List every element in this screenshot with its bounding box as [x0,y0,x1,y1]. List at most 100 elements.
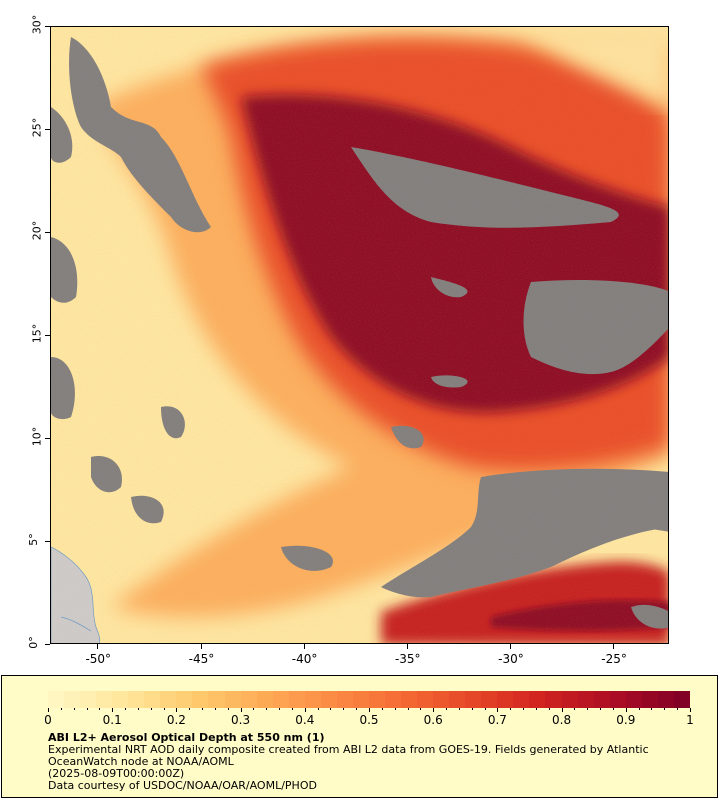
colorbar-tick-mark [99,708,100,710]
colorbar-tick-mark [651,708,652,710]
colorbar-segment [160,691,177,708]
colorbar-segment [625,691,642,708]
latitude-tick-mark [45,541,50,542]
colorbar-segment [417,691,434,708]
colorbar-tick-mark [459,708,460,710]
legend-description-line2: OceanWatch node at NOAA/AOML [48,755,234,768]
colorbar-segment [176,691,193,708]
colorbar-tick-mark [202,708,203,710]
colorbar-segment [368,691,385,708]
longitude-tick-label: -25° [601,652,627,666]
colorbar-tick-mark [690,708,691,712]
colorbar-tick-mark [266,708,267,710]
colorbar-tick-mark [485,708,486,710]
colorbar-tick-mark [433,708,434,712]
colorbar-tick-mark [562,708,563,712]
colorbar-tick-mark [497,708,498,712]
colorbar-tick-label: 0.1 [102,713,122,727]
colorbar-tick-label: 0.2 [166,713,186,727]
colorbar-tick-mark [253,708,254,710]
latitude-tick-mark [45,26,50,27]
colorbar-tick-mark [215,708,216,710]
colorbar-tick-mark [510,708,511,710]
colorbar-segment [593,691,610,708]
colorbar-tick-label: 0.3 [231,713,251,727]
colorbar-tick-mark [587,708,588,710]
colorbar-tick-label: 1 [686,713,694,727]
colorbar-tick-mark [189,708,190,710]
colorbar-tick-mark [87,708,88,710]
colorbar-segment [561,691,578,708]
colorbar-segment [352,691,369,708]
colorbar-tick-mark [138,708,139,710]
latitude-tick-mark [45,129,50,130]
colorbar-tick-mark [472,708,473,710]
colorbar-segment [529,691,546,708]
longitude-tick-mark [304,644,305,649]
colorbar-segment [48,691,65,708]
colorbar-tick-mark [330,708,331,710]
legend-title: ABI L2+ Aerosol Optical Depth at 550 nm … [48,731,325,744]
colorbar-segment [96,691,113,708]
colorbar-segment [609,691,626,708]
longitude-tick-label: -50° [85,652,112,666]
colorbar-segment [641,691,658,708]
colorbar-segment [481,691,498,708]
latitude-tick-label: 10° [30,426,44,447]
colorbar-tick-mark [639,708,640,710]
latitude-tick-label: 30° [30,14,44,35]
colorbar-segment [144,691,161,708]
aod-colorbar [48,691,690,708]
colorbar-tick-mark [549,708,550,710]
aod-map [50,26,669,644]
colorbar-tick-mark [164,708,165,710]
colorbar-tick-mark [343,708,344,710]
colorbar-segment [240,691,257,708]
latitude-tick-label: 5° [26,533,40,546]
colorbar-tick-label: 0.6 [423,713,443,727]
colorbar-tick-mark [125,708,126,710]
longitude-tick-mark [613,644,614,649]
latitude-tick-mark [45,335,50,336]
colorbar-segment [673,691,690,708]
aod-map-image [51,27,668,643]
colorbar-segment [513,691,530,708]
longitude-tick-mark [510,644,511,649]
colorbar-tick-mark [292,708,293,710]
colorbar-tick-mark [241,708,242,712]
colorbar-tick-label: 0.4 [295,713,315,727]
colorbar-tick-mark [664,708,665,710]
latitude-tick-label: 15° [30,323,44,344]
colorbar-segment [192,691,209,708]
colorbar-segment [577,691,594,708]
colorbar-segment [320,691,337,708]
longitude-tick-mark [201,644,202,649]
colorbar-tick-mark [613,708,614,710]
colorbar-tick-mark [61,708,62,710]
colorbar-tick-mark [408,708,409,710]
colorbar-tick-mark [382,708,383,710]
colorbar-segment [545,691,562,708]
colorbar-tick-mark [176,708,177,712]
colorbar-tick-label: 0.8 [552,713,572,727]
colorbar-segment [449,691,466,708]
colorbar-segment [384,691,402,708]
longitude-tick-label: -30° [498,652,524,666]
latitude-tick-mark [45,644,50,645]
colorbar-segment [208,691,225,708]
colorbar-tick-mark [420,708,421,710]
colorbar-tick-mark [305,708,306,712]
legend-credit: Data courtesy of USDOC/NOAA/OAR/AOML/PHO… [48,779,317,792]
colorbar-tick-mark [356,708,357,710]
legend-date: (2025-08-09T00:00:00Z) [48,767,185,780]
latitude-tick-mark [45,232,50,233]
colorbar-segment [80,691,97,708]
colorbar-tick-mark [600,708,601,710]
colorbar-tick-mark [369,708,370,712]
colorbar-segment [272,691,289,708]
longitude-tick-mark [97,644,98,649]
colorbar-segment [112,691,129,708]
colorbar-tick-mark [279,708,280,710]
colorbar-tick-mark [48,708,49,712]
colorbar-tick-mark [523,708,524,710]
